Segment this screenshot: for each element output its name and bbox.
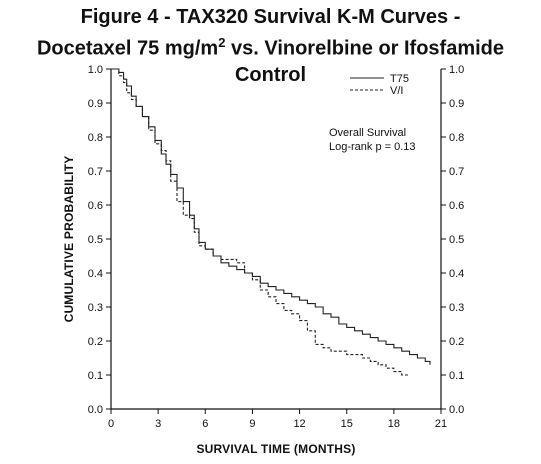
series-line-vi	[111, 68, 410, 376]
y-tick-label-right: 1.0	[449, 64, 464, 76]
y-tick-label-left: 0.1	[88, 370, 103, 382]
y-tick-label-left: 0.0	[88, 404, 103, 416]
series-line-t75	[111, 68, 431, 365]
y-tick-label-left: 0.3	[88, 302, 103, 314]
y-tick-label-left: 1.0	[88, 64, 103, 76]
axes: 0.0 0.0 0.1 0.1 0.2 0.2 0.3 0.3 0.4 0.4 0.5 0.5 0.6 0…	[88, 64, 465, 430]
annotation: Overall Survival Log-rank p = 0.13	[329, 127, 416, 153]
y-tick-label-right: 0.2	[449, 336, 464, 348]
y-tick-label-right: 0.7	[449, 166, 464, 178]
annotation-line1: Overall Survival	[329, 127, 406, 139]
x-tick-label: 3	[155, 418, 161, 430]
y-tick-label-left: 0.7	[88, 166, 103, 178]
y-axis-label: CUMULATIVE PROBABILITY	[62, 156, 76, 323]
x-axis-label: SURVIVAL TIME (MONTHS)	[196, 442, 355, 456]
x-tick-label: 6	[202, 418, 208, 430]
y-tick-label-left: 0.9	[88, 98, 103, 110]
chart-title-superscript: 2	[218, 35, 226, 50]
y-tick-label-right: 0.9	[449, 98, 464, 110]
x-tick-label: 9	[249, 418, 255, 430]
annotation-line2: Log-rank p = 0.13	[329, 141, 416, 153]
y-tick-label-right: 0.0	[449, 404, 464, 416]
y-tick-label-left: 0.6	[88, 200, 103, 212]
y-tick-label-right: 0.1	[449, 370, 464, 382]
series-group	[111, 68, 431, 376]
y-tick-label-left: 0.8	[88, 132, 103, 144]
legend: T75 V/I	[350, 73, 409, 97]
x-tick-label: 0	[108, 418, 114, 430]
chart-title-line1: Figure 4 - TAX320 Survival K-M Curves -	[80, 6, 461, 28]
chart-title-line2: Docetaxel 75 mg/m2 vs. Vinorelbine or If…	[0, 30, 541, 88]
x-tick-label: 18	[388, 418, 400, 430]
legend-label-vi: V/I	[390, 85, 403, 97]
y-tick-label-left: 0.4	[88, 268, 103, 280]
y-tick-label-right: 0.6	[449, 200, 464, 212]
y-tick-label-right: 0.4	[449, 268, 464, 280]
y-tick-label-left: 0.2	[88, 336, 103, 348]
y-tick-label-right: 0.3	[449, 302, 464, 314]
legend-label-t75: T75	[390, 73, 409, 85]
x-tick-label: 15	[341, 418, 353, 430]
chart-title: Figure 4 - TAX320 Survival K-M Curves - …	[0, 4, 541, 88]
y-tick-label-right: 0.5	[449, 234, 464, 246]
x-tick-label: 12	[293, 418, 305, 430]
y-tick-label-right: 0.8	[449, 132, 464, 144]
chart-title-line2-post: vs. Vinorelbine or Ifosfamide Control	[225, 37, 505, 86]
y-tick-label-left: 0.5	[88, 234, 103, 246]
chart-title-line2-pre: Docetaxel 75 mg/m	[36, 37, 219, 60]
x-tick-label: 21	[435, 418, 447, 430]
